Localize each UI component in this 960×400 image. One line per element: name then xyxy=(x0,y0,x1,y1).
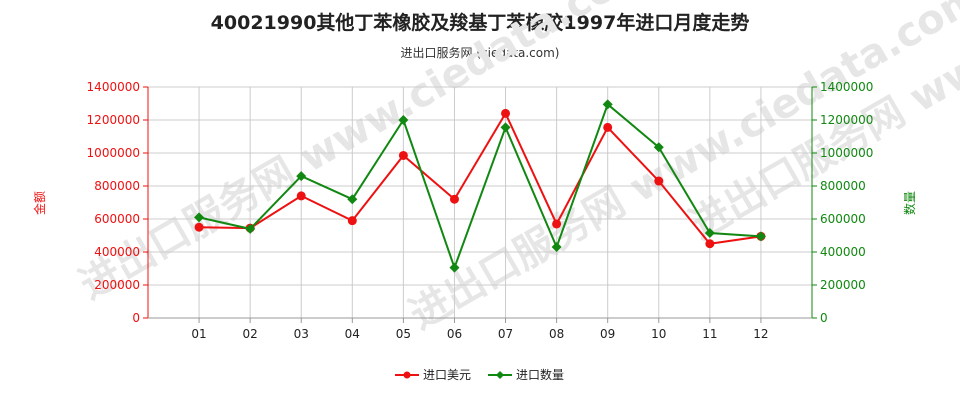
series-1-point xyxy=(449,194,459,204)
series-1-point xyxy=(347,216,357,226)
axes xyxy=(147,87,813,319)
tick-labels: 0 200000 400000 600000 800000 1000000 1200000 1… xyxy=(32,80,917,341)
x-tick-label: 12 xyxy=(753,327,768,341)
x-tick-label: 02 xyxy=(243,327,258,341)
legend-label-2: 进口数量 xyxy=(516,367,564,382)
series-2-point xyxy=(704,228,715,239)
series-2-point xyxy=(347,194,358,205)
series-1-point xyxy=(603,122,613,132)
series-2-point xyxy=(398,115,409,125)
left-tick-label: 200000 xyxy=(94,278,140,292)
x-tick-label: 06 xyxy=(447,327,462,341)
series-2-point xyxy=(500,122,511,133)
x-tick-label: 09 xyxy=(600,327,615,341)
right-tick-label: 800000 xyxy=(820,179,866,193)
series-1-point xyxy=(654,176,664,186)
series-2-point xyxy=(602,99,613,110)
chart-title: 40021990其他丁苯橡胶及羧基丁苯橡胶1997年进口月度走势 xyxy=(210,12,750,34)
x-tick-label: 11 xyxy=(702,327,717,341)
series-1-point xyxy=(296,191,306,201)
series-1-point xyxy=(398,150,408,160)
legend-marker-1 xyxy=(403,371,411,379)
left-axis-title: 金额 xyxy=(32,191,47,215)
x-tick-label: 08 xyxy=(549,327,564,341)
x-tick-label: 03 xyxy=(294,327,309,341)
series-2-point xyxy=(296,171,307,182)
right-tick-label: 200000 xyxy=(820,278,866,292)
right-tick-label: 0 xyxy=(820,311,828,325)
right-axis-title: 数量 xyxy=(902,191,917,215)
series-layer xyxy=(194,99,766,273)
series-1-point xyxy=(194,222,204,232)
left-tick-label: 1400000 xyxy=(87,80,140,94)
right-tick-label: 1400000 xyxy=(820,80,873,94)
x-tick-label: 04 xyxy=(345,327,360,341)
series-1-point xyxy=(705,239,715,249)
chart-subtitle: 进出口服务网 (ciedata.com) xyxy=(400,46,560,60)
left-tick-label: 1200000 xyxy=(87,113,140,127)
series-2-point xyxy=(653,142,664,153)
legend-marker-2 xyxy=(496,371,504,379)
series-2-point xyxy=(551,242,562,253)
series-2-point xyxy=(194,212,205,223)
legend: 进口美元 进口数量 xyxy=(395,367,564,382)
left-tick-label: 1000000 xyxy=(87,146,140,160)
series-line-1 xyxy=(199,111,762,245)
x-tick-label: 10 xyxy=(651,327,666,341)
x-tick-label: 01 xyxy=(191,327,206,341)
watermark-text: 进出口服务网 www.ciedata.com xyxy=(72,0,659,309)
legend-label-1: 进口美元 xyxy=(423,368,471,382)
x-tick-label: 05 xyxy=(396,327,411,341)
right-tick-label: 400000 xyxy=(820,245,866,259)
series-2-point xyxy=(449,262,460,273)
series-2-point xyxy=(755,231,766,242)
left-tick-label: 600000 xyxy=(94,212,140,226)
series-1-point xyxy=(501,108,511,118)
x-tick-label: 07 xyxy=(498,327,513,341)
right-tick-label: 1000000 xyxy=(820,146,873,160)
series-2-point xyxy=(245,223,256,234)
left-tick-label: 0 xyxy=(132,311,140,325)
series-1-point xyxy=(552,219,562,229)
left-tick-label: 400000 xyxy=(94,245,140,259)
left-tick-label: 800000 xyxy=(94,179,140,193)
right-tick-label: 1200000 xyxy=(820,113,873,127)
series-line-2 xyxy=(198,102,761,271)
right-tick-label: 600000 xyxy=(820,212,866,226)
